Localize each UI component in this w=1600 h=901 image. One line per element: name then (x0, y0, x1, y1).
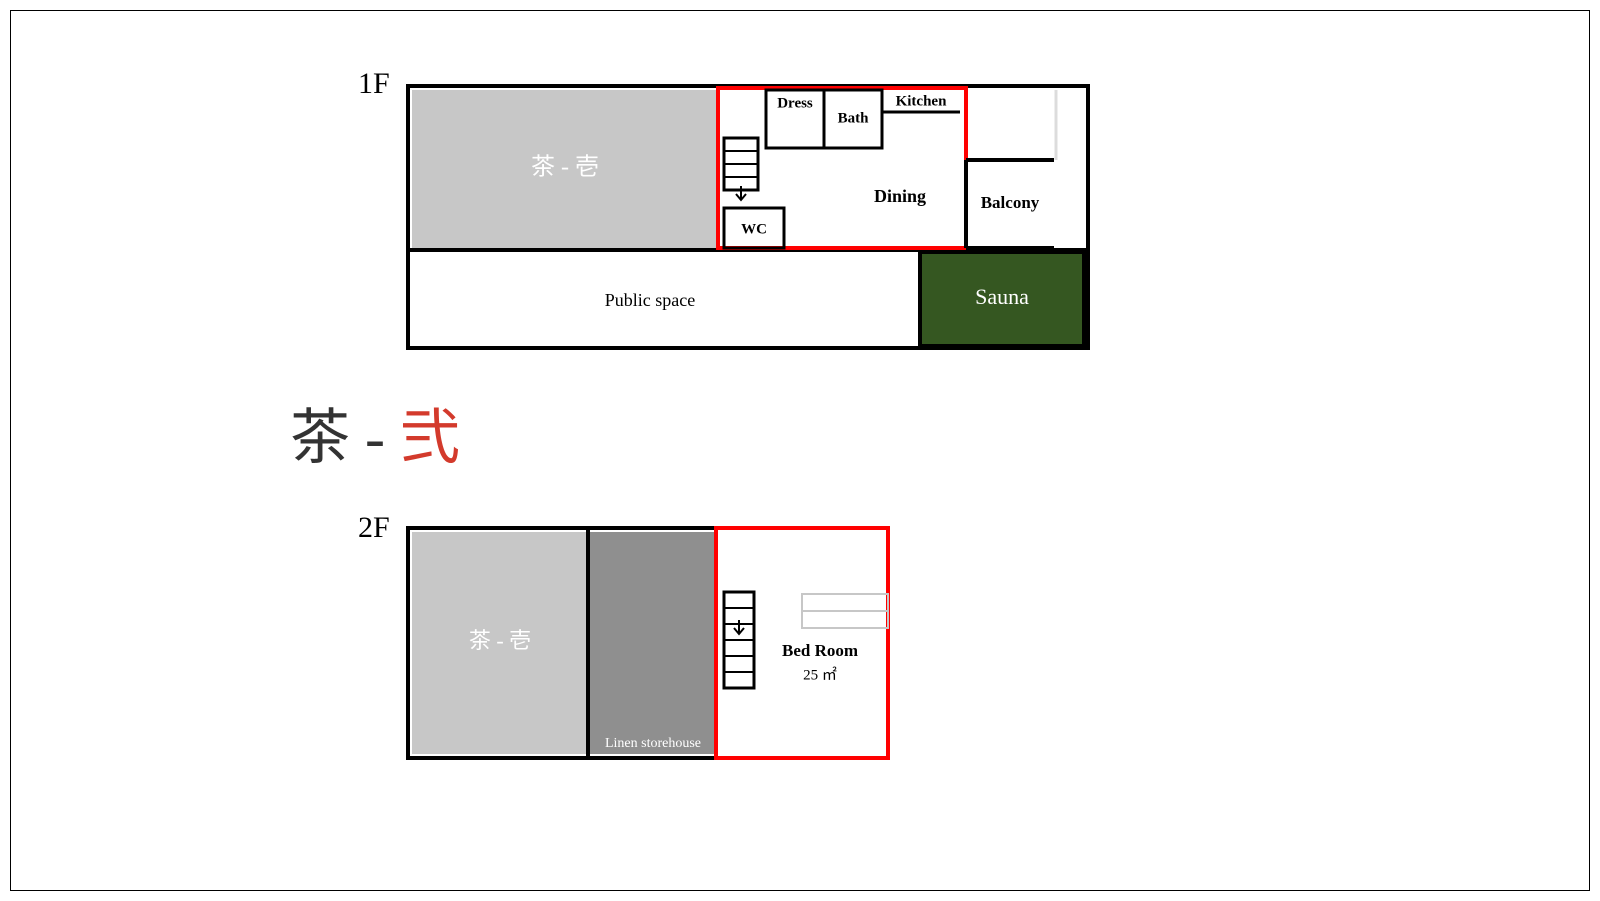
floor-plan-diagram: 茶 - 弐 1F 茶 - 壱 WC Dress Bath Kitchen Dining Balc… (0, 0, 1600, 901)
floor1-label: 1F (358, 67, 390, 100)
room-dining-label: Dining (874, 186, 926, 206)
room-dress-label: Dress (777, 95, 813, 111)
linen-storehouse-label: Linen storehouse (605, 736, 701, 751)
bedroom-label: Bed Room (782, 641, 858, 660)
bedroom-area-label: 25 ㎡ (803, 666, 837, 683)
room-sauna-label: Sauna (975, 284, 1029, 309)
linen-storehouse (590, 532, 716, 754)
room-wc-label: WC (741, 221, 767, 237)
unit-title: 茶 - 弐 (290, 405, 460, 471)
room-kitchen-label: Kitchen (896, 93, 947, 109)
room-balcony-label: Balcony (981, 193, 1040, 212)
public-space-label: Public space (605, 290, 695, 310)
floor1-cha-ichi-label: 茶 - 壱 (531, 154, 599, 181)
floor2-cha-ichi-label: 茶 - 壱 (469, 628, 531, 653)
floor2-label: 2F (358, 511, 390, 544)
room-bath-label: Bath (838, 110, 870, 126)
